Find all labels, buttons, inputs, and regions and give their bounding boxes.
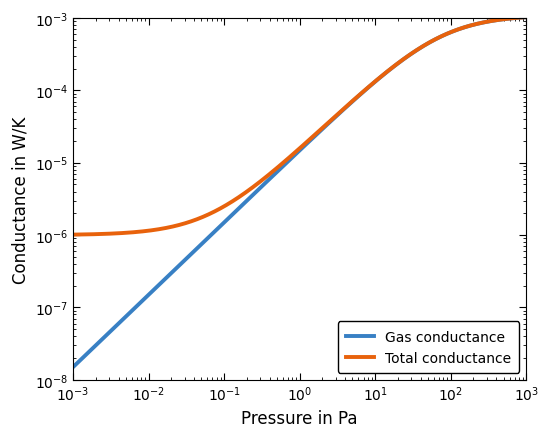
Total conductance xyxy=(427,40,433,46)
Total conductance xyxy=(70,233,76,238)
Line: Gas conductance: Gas conductance xyxy=(73,18,526,367)
X-axis label: Pressure in Pa: Pressure in Pa xyxy=(241,409,358,427)
Total conductance xyxy=(290,152,297,157)
Total conductance xyxy=(523,15,530,21)
Legend: Gas conductance, Total conductance: Gas conductance, Total conductance xyxy=(338,321,519,373)
Line: Total conductance: Total conductance xyxy=(73,18,526,235)
Gas conductance xyxy=(290,154,297,159)
Gas conductance xyxy=(278,166,285,171)
Gas conductance xyxy=(523,15,530,21)
Gas conductance xyxy=(510,17,516,22)
Total conductance xyxy=(278,162,285,167)
Y-axis label: Conductance in W/K: Conductance in W/K xyxy=(11,116,29,283)
Gas conductance xyxy=(427,40,433,46)
Gas conductance xyxy=(510,17,516,22)
Total conductance xyxy=(510,17,516,22)
Total conductance xyxy=(93,232,100,237)
Gas conductance xyxy=(93,343,100,348)
Gas conductance xyxy=(70,365,76,370)
Total conductance xyxy=(510,17,516,22)
